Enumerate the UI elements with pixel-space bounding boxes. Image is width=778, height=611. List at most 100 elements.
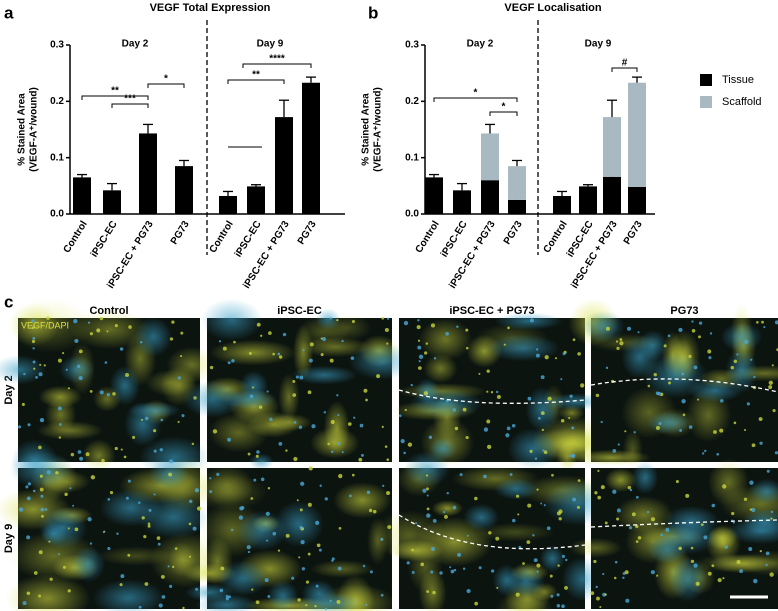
nucleus — [141, 418, 144, 421]
nucleus — [433, 357, 437, 360]
nucleus — [665, 527, 670, 532]
nucleus — [253, 478, 257, 482]
nucleus — [272, 531, 277, 536]
texture — [525, 387, 559, 432]
nucleus — [517, 513, 520, 516]
boundary — [398, 514, 586, 550]
micrograph — [182, 465, 396, 611]
nucleus — [602, 572, 605, 576]
nucleus — [691, 320, 694, 323]
bar-segment — [425, 177, 443, 214]
significance-bracket — [147, 83, 185, 88]
nucleus — [107, 498, 111, 501]
bar-segment — [603, 117, 621, 177]
nucleus — [547, 396, 552, 401]
nucleus — [690, 559, 695, 564]
nucleus — [418, 354, 424, 360]
nucleus — [238, 515, 244, 520]
texture — [720, 322, 763, 352]
nucleus — [127, 479, 131, 483]
nucleus — [432, 518, 437, 523]
texture — [622, 429, 643, 469]
nucleus — [365, 603, 368, 607]
boundary — [590, 519, 778, 528]
nucleus — [731, 511, 735, 516]
texture — [218, 560, 268, 597]
nucleus — [450, 569, 455, 574]
nucleus — [227, 361, 231, 365]
texture — [693, 554, 769, 573]
nucleus — [543, 450, 548, 455]
nucleus — [426, 590, 430, 593]
nucleus — [256, 322, 261, 327]
nucleus — [756, 320, 759, 324]
nucleus — [79, 456, 84, 461]
nucleus — [597, 495, 601, 500]
nucleus — [695, 581, 700, 586]
nucleus — [495, 390, 499, 394]
nucleus — [366, 490, 371, 495]
nucleus — [309, 342, 314, 347]
nucleus — [77, 364, 81, 368]
nucleus — [180, 355, 183, 358]
nucleus — [536, 570, 539, 573]
nucleus — [125, 496, 129, 500]
y-axis-label: (VEGF-A⁺/wound) — [373, 87, 384, 172]
texture — [333, 482, 392, 519]
nucleus — [305, 604, 308, 607]
nucleus — [617, 443, 620, 446]
nucleus — [32, 336, 36, 340]
nucleus — [31, 339, 36, 344]
nucleus — [180, 331, 184, 335]
nucleus — [249, 394, 254, 399]
y-tick-label: 0.1 — [50, 152, 64, 163]
texture — [9, 303, 59, 347]
nucleus — [761, 320, 764, 324]
error-bar — [107, 182, 117, 191]
nucleus — [38, 594, 42, 598]
nucleus — [530, 318, 534, 323]
nucleus — [160, 418, 164, 422]
bar — [73, 177, 91, 214]
nucleus — [101, 458, 105, 463]
nucleus — [751, 443, 756, 448]
nucleus — [299, 525, 303, 530]
nucleus — [746, 402, 750, 406]
nucleus — [534, 457, 538, 460]
nucleus — [216, 472, 220, 477]
nucleus — [90, 475, 96, 480]
nucleus — [704, 449, 707, 453]
nucleus — [459, 473, 463, 477]
texture — [134, 317, 172, 357]
nucleus — [22, 601, 27, 606]
nucleus — [454, 426, 459, 431]
x-tick-label: Control — [542, 219, 570, 255]
nucleus — [337, 442, 341, 446]
texture — [581, 310, 625, 343]
y-tick-label: 0.3 — [50, 40, 64, 51]
nucleus — [291, 576, 295, 580]
nucleus — [363, 388, 368, 393]
texture — [463, 503, 499, 531]
nucleus — [381, 316, 385, 320]
nucleus — [321, 336, 327, 342]
texture — [182, 380, 243, 418]
x-tick-label: iPSC-EC — [89, 219, 120, 259]
nucleus — [218, 340, 222, 343]
nucleus — [353, 416, 356, 419]
x-tick-label: Control — [208, 219, 236, 255]
nucleus — [307, 390, 312, 395]
significance-label: *** — [124, 94, 136, 105]
nucleus — [99, 390, 104, 395]
nucleus — [372, 509, 377, 514]
nucleus — [299, 508, 303, 512]
nucleus — [308, 466, 313, 471]
nucleus — [550, 594, 554, 598]
texture — [310, 427, 360, 459]
nucleus — [177, 376, 181, 380]
nucleus — [209, 477, 212, 480]
nucleus — [533, 558, 538, 563]
nucleus — [542, 449, 545, 452]
nucleus — [58, 436, 62, 439]
